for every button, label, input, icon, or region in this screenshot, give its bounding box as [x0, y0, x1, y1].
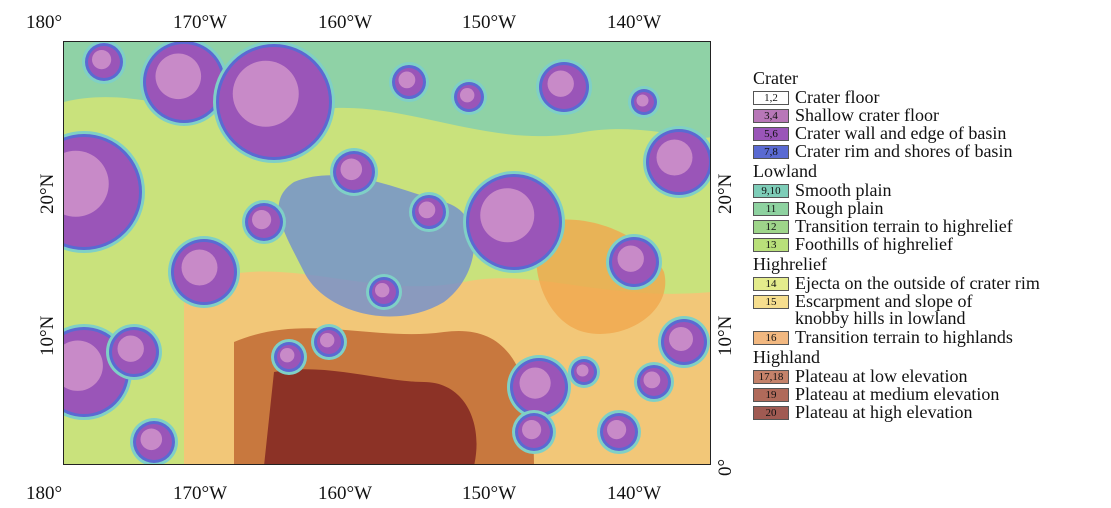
topographic-map: [63, 41, 711, 465]
crater-shape: [568, 356, 600, 388]
crater-shape: [64, 131, 145, 253]
legend-label: Shallow crater floor: [795, 105, 939, 125]
legend-item: 16 Transition terrain to highlands: [753, 327, 1105, 347]
legend-swatch: 3,4: [753, 109, 789, 123]
legend-item: 20 Plateau at high elevation: [753, 402, 1105, 422]
crater-shape: [242, 200, 286, 244]
crater-shape: [628, 86, 660, 118]
legend-swatch: 13: [753, 238, 789, 252]
crater-shape: [512, 410, 556, 454]
right-axis-label-0: 0°: [715, 458, 736, 476]
legend-swatch: 12: [753, 220, 789, 234]
crater-shape: [658, 316, 710, 368]
top-axis-label-140w: 140°W: [607, 12, 662, 33]
legend-label: Crater floor: [795, 87, 880, 107]
crater-shape: [451, 79, 487, 115]
crater-shape: [366, 274, 402, 310]
legend-label: Ejecta on the outside of crater rim: [795, 273, 1040, 293]
legend-item: 5,6 Crater wall and edge of basin: [753, 123, 1105, 143]
crater-shape: [643, 126, 710, 198]
map-legend: Crater 1,2 Crater floor 3,4 Shallow crat…: [753, 68, 1105, 422]
legend-label: Escarpment and slope of knobby hills in …: [795, 291, 973, 328]
legend-swatch: 14: [753, 277, 789, 291]
legend-label: Foothills of highrelief: [795, 234, 953, 254]
legend-group-title-lowland: Lowland: [753, 161, 817, 181]
left-axis-label-10n: 10°N: [37, 315, 58, 356]
crater-shape: [311, 324, 347, 360]
crater-shape: [409, 192, 449, 232]
legend-item: 17,18 Plateau at low elevation: [753, 366, 1105, 386]
crater-shape: [597, 410, 641, 454]
legend-item: 15 Escarpment and slope of knobby hills …: [753, 291, 1105, 329]
crater-shape: [168, 236, 240, 308]
crater-shape: [330, 148, 378, 196]
legend-label: Rough plain: [795, 198, 884, 218]
right-axis-label-10n: 10°N: [715, 315, 736, 356]
legend-label: Plateau at medium elevation: [795, 384, 1000, 404]
legend-label: Plateau at low elevation: [795, 366, 968, 386]
legend-item: 14 Ejecta on the outside of crater rim: [753, 273, 1105, 293]
legend-swatch: 11: [753, 202, 789, 216]
bottom-axis-label-160w: 160°W: [318, 483, 373, 504]
legend-swatch: 5,6: [753, 127, 789, 141]
legend-label: Plateau at high elevation: [795, 402, 973, 422]
legend-label: Crater wall and edge of basin: [795, 123, 1007, 143]
bottom-axis-label-150w: 150°W: [462, 483, 517, 504]
legend-swatch: 9,10: [753, 184, 789, 198]
bottom-axis-label-180: 180°: [26, 483, 63, 504]
legend-group-title-highland: Highland: [753, 347, 820, 367]
crater-shape: [606, 234, 662, 290]
right-axis-label-20n: 20°N: [715, 173, 736, 214]
crater-shape: [106, 324, 162, 380]
legend-item: 9,10 Smooth plain: [753, 180, 1105, 200]
top-axis-label-160w: 160°W: [318, 12, 373, 33]
top-axis-label-170w: 170°W: [173, 12, 228, 33]
crater-shape: [634, 362, 674, 402]
crater-shape: [389, 62, 429, 102]
bottom-axis-label-140w: 140°W: [607, 483, 662, 504]
legend-item: 1,2 Crater floor: [753, 87, 1105, 107]
legend-swatch: 19: [753, 388, 789, 402]
legend-swatch: 7,8: [753, 145, 789, 159]
top-axis-label-180: 180°: [26, 12, 63, 33]
legend-swatch: 17,18: [753, 370, 789, 384]
legend-label: Crater rim and shores of basin: [795, 141, 1013, 161]
crater-shape: [64, 324, 132, 420]
legend-group-title-highrelief: Highrelief: [753, 254, 827, 274]
crater-shape: [463, 171, 565, 273]
legend-label: Smooth plain: [795, 180, 892, 200]
top-axis-label-150w: 150°W: [462, 12, 517, 33]
legend-item: 7,8 Crater rim and shores of basin: [753, 141, 1105, 161]
crater-shape: [130, 418, 178, 464]
bottom-axis-label-170w: 170°W: [173, 483, 228, 504]
crater-shape: [507, 355, 571, 419]
left-axis-label-20n: 20°N: [37, 173, 58, 214]
legend-swatch: 15: [753, 295, 789, 309]
legend-swatch: 1,2: [753, 91, 789, 105]
legend-label: Transition terrain to highlands: [795, 327, 1013, 347]
crater-shape: [140, 42, 228, 126]
legend-item: 13 Foothills of highrelief: [753, 234, 1105, 254]
legend-item: 12 Transition terrain to highrelief: [753, 216, 1105, 236]
legend-item: 19 Plateau at medium elevation: [753, 384, 1105, 404]
legend-swatch: 20: [753, 406, 789, 420]
legend-group-title-crater: Crater: [753, 68, 798, 88]
crater-shape: [213, 42, 335, 163]
legend-label: Transition terrain to highrelief: [795, 216, 1013, 236]
legend-item: 11 Rough plain: [753, 198, 1105, 218]
legend-item: 3,4 Shallow crater floor: [753, 105, 1105, 125]
crater-shape: [536, 59, 592, 115]
crater-shape: [82, 42, 126, 84]
legend-swatch: 16: [753, 331, 789, 345]
crater-shape: [271, 339, 307, 375]
